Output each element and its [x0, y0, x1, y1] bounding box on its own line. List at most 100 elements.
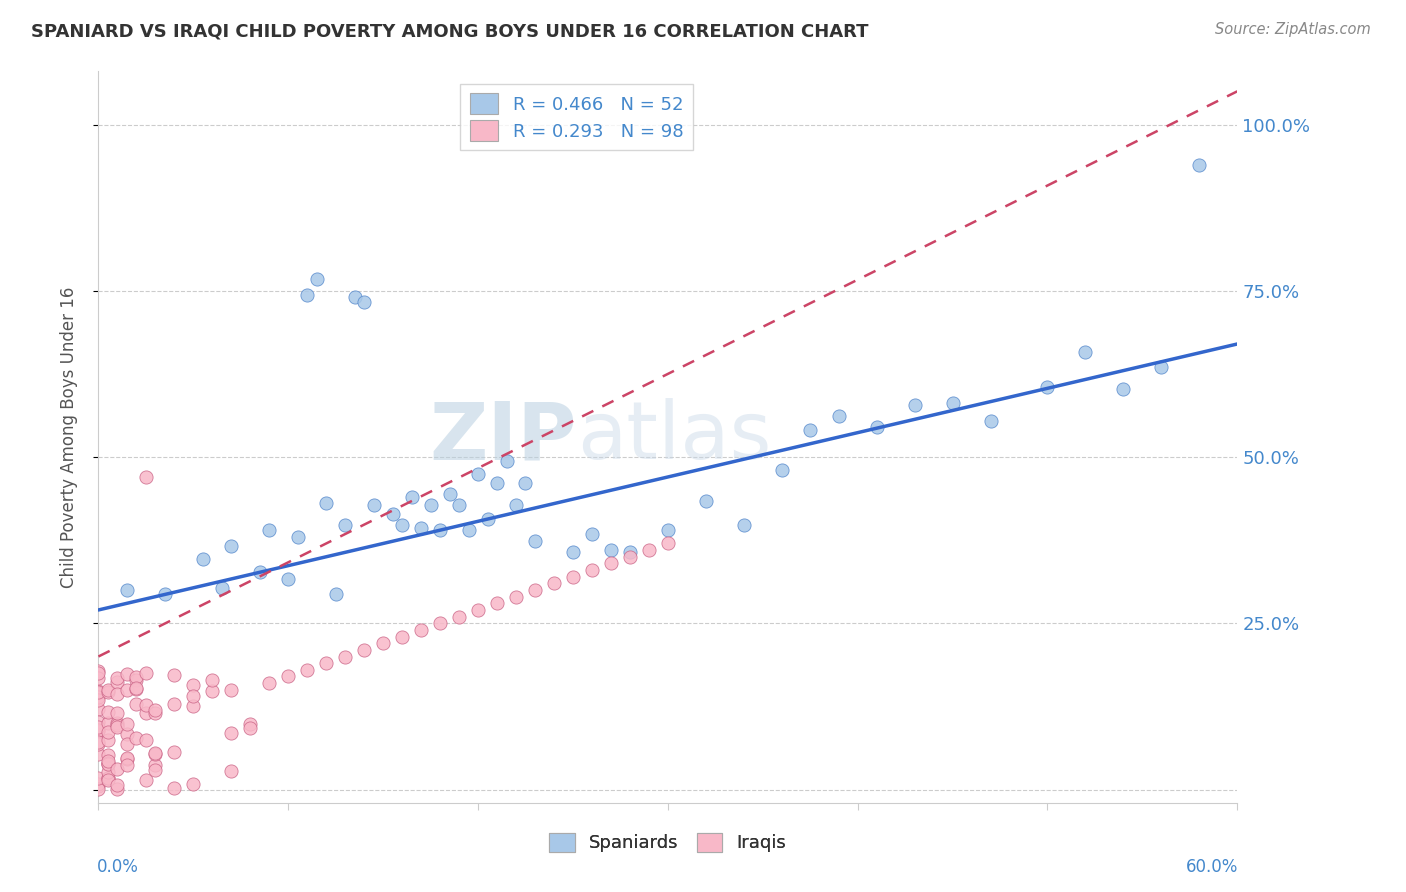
Point [107, 687, 129, 701]
Point [211, 581, 233, 595]
Point [163, 780, 186, 795]
Point [97, 747, 120, 762]
Point [770, 462, 793, 476]
Point [97, 757, 120, 772]
Point [429, 523, 451, 537]
Point [524, 533, 547, 548]
Point [239, 717, 262, 731]
Point [97, 756, 120, 770]
Point [562, 570, 585, 584]
Point [107, 716, 129, 731]
Point [657, 523, 679, 537]
Point [115, 716, 138, 731]
Point [799, 423, 821, 437]
Point [115, 758, 138, 772]
Point [467, 467, 489, 482]
Point [183, 777, 205, 791]
Point [87, 664, 110, 678]
Point [125, 697, 148, 711]
Point [107, 706, 129, 720]
Point [87, 720, 110, 734]
Point [87, 781, 110, 796]
Point [87, 724, 110, 739]
Point [1150, 360, 1173, 375]
Point [315, 496, 337, 510]
Point [107, 717, 129, 731]
Point [363, 499, 385, 513]
Point [183, 699, 205, 714]
Point [439, 487, 461, 501]
Point [477, 511, 499, 525]
Point [115, 682, 138, 697]
Point [619, 549, 641, 564]
Point [353, 294, 375, 309]
Point [411, 520, 433, 534]
Text: SPANIARD VS IRAQI CHILD POVERTY AMONG BOYS UNDER 16 CORRELATION CHART: SPANIARD VS IRAQI CHILD POVERTY AMONG BO… [31, 22, 869, 40]
Point [163, 745, 186, 759]
Point [486, 476, 509, 491]
Point [325, 587, 347, 601]
Point [107, 777, 129, 791]
Point [125, 670, 148, 684]
Point [259, 676, 281, 690]
Point [163, 668, 186, 682]
Point [305, 272, 328, 286]
Point [391, 630, 413, 644]
Point [249, 565, 271, 579]
Point [449, 499, 471, 513]
Point [97, 765, 120, 780]
Point [87, 665, 110, 680]
Point [979, 413, 1001, 427]
Point [153, 587, 176, 601]
Point [97, 716, 120, 731]
Legend: Spaniards, Iraqis: Spaniards, Iraqis [543, 826, 793, 860]
Point [1074, 344, 1097, 359]
Text: atlas: atlas [576, 398, 770, 476]
Point [343, 290, 366, 304]
Point [524, 582, 547, 597]
Point [125, 731, 148, 745]
Point [115, 752, 138, 766]
Point [135, 706, 157, 720]
Point [135, 698, 157, 712]
Y-axis label: Child Poverty Among Boys Under 16: Child Poverty Among Boys Under 16 [59, 286, 77, 588]
Point [107, 671, 129, 685]
Point [619, 545, 641, 559]
Point [259, 523, 281, 537]
Point [97, 757, 120, 772]
Point [581, 563, 603, 577]
Point [221, 539, 243, 553]
Point [97, 773, 120, 788]
Point [107, 675, 129, 690]
Point [221, 682, 243, 697]
Point [429, 616, 451, 631]
Point [942, 396, 965, 410]
Point [87, 685, 110, 699]
Point [87, 686, 110, 700]
Point [467, 603, 489, 617]
Point [277, 572, 299, 586]
Point [115, 751, 138, 765]
Point [97, 685, 120, 699]
Point [515, 476, 537, 491]
Point [107, 720, 129, 734]
Point [87, 735, 110, 749]
Text: 0.0%: 0.0% [97, 858, 139, 876]
Point [87, 779, 110, 793]
Point [562, 545, 585, 559]
Point [733, 518, 755, 533]
Point [87, 690, 110, 705]
Point [638, 543, 661, 558]
Point [543, 576, 565, 591]
Point [287, 530, 309, 544]
Point [145, 758, 167, 772]
Point [125, 681, 148, 695]
Point [135, 772, 157, 787]
Point [87, 723, 110, 738]
Point [115, 582, 138, 597]
Point [657, 536, 679, 550]
Point [600, 557, 623, 571]
Text: 60.0%: 60.0% [1187, 858, 1239, 876]
Point [135, 733, 157, 747]
Point [371, 636, 394, 650]
